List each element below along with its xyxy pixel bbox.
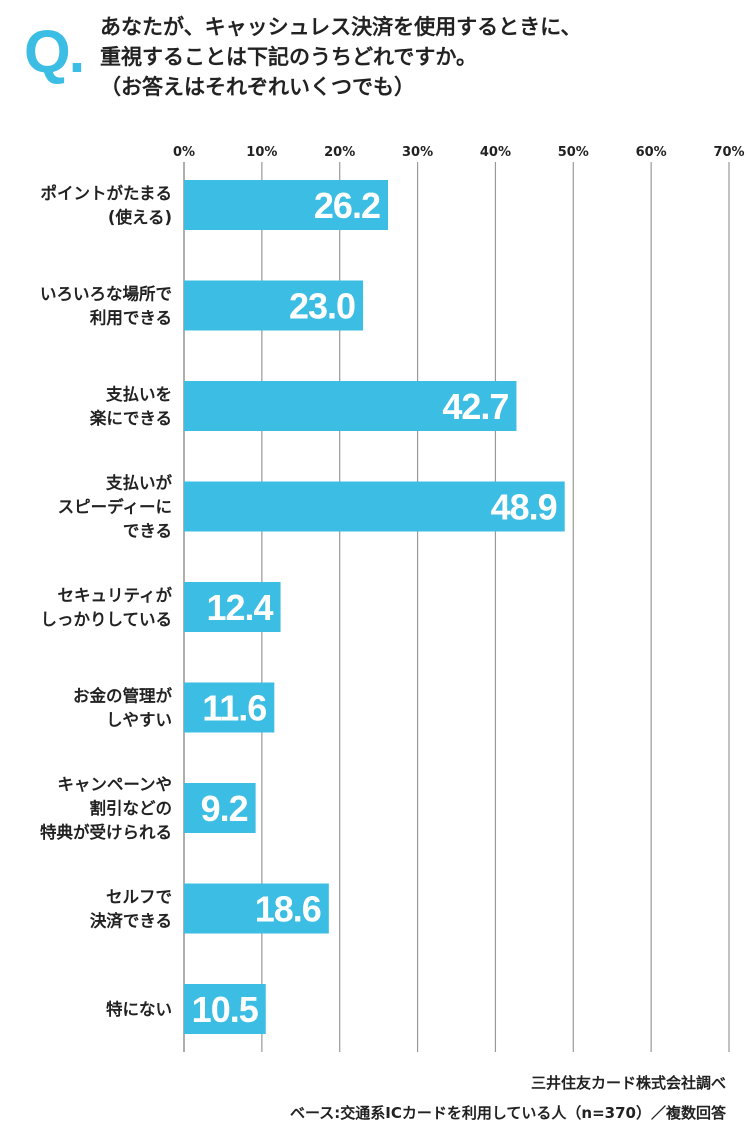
value-label-3: 48.9 xyxy=(491,487,557,528)
category-label-4-0: セキュリティが xyxy=(57,585,172,605)
value-label-5: 11.6 xyxy=(202,688,266,729)
category-label-3-2: できる xyxy=(123,522,172,541)
tick-label-50: 50% xyxy=(558,145,589,160)
category-label-6-1: 割引などの xyxy=(90,798,173,818)
base-note: ベース:交通系ICカードを利用している人（n=370）／複数回答 xyxy=(290,1104,726,1122)
bar-2 xyxy=(184,381,517,431)
category-label-0-1: (使える) xyxy=(108,207,172,227)
tick-label-70: 70% xyxy=(713,145,744,160)
category-label-7-0: セルフで xyxy=(106,888,172,907)
category-label-8-0: 特にない xyxy=(106,999,172,1019)
category-label-2-1: 楽にできる xyxy=(90,408,172,428)
category-label-3-1: スピーディーに xyxy=(58,497,172,517)
category-label-3-0: 支払いが xyxy=(106,473,173,493)
source-note: 三井住友カード株式会社調べ xyxy=(530,1074,726,1092)
bar-chart: 0% 10% 20% 30% 40% 50% 60% 70% 26.2 ポイントがたまる (使える)… xyxy=(40,145,745,1052)
bar-5 xyxy=(184,682,275,733)
value-label-4: 12.4 xyxy=(206,587,273,628)
question-mark: Q. xyxy=(24,18,85,85)
question-line-1: あなたが、キャッシュレス決済を使用するときに、 xyxy=(100,15,582,39)
value-label-8: 10.5 xyxy=(192,989,259,1030)
bar-0 xyxy=(184,180,388,230)
tick-label-0: 0% xyxy=(173,145,195,160)
value-label-2: 42.7 xyxy=(442,386,508,427)
category-label-7-1: 決済できる xyxy=(90,911,172,931)
category-label-6-0: キャンペーンや xyxy=(57,775,172,794)
bar-6 xyxy=(184,783,256,833)
value-label-0: 26.2 xyxy=(314,185,380,226)
tick-label-60: 60% xyxy=(636,145,667,160)
question-line-2: 重視することは下記のうちどれですか。 xyxy=(100,45,477,69)
category-label-2-0: 支払いを xyxy=(106,384,172,404)
question-text: あなたが、キャッシュレス決済を使用するときに、 重視することは下記のうちどれです… xyxy=(100,12,740,102)
category-label-0-0: ポイントがたまる xyxy=(40,183,172,203)
bar-7 xyxy=(184,883,329,934)
bar-1 xyxy=(184,280,364,331)
category-label-4-1: しっかりしている xyxy=(40,610,172,629)
question-line-3: （お答えはそれぞれいくつでも） xyxy=(100,75,415,99)
bar-4 xyxy=(184,582,281,632)
tick-label-10: 10% xyxy=(246,145,277,160)
category-label-5-1: しやすい xyxy=(106,711,172,730)
bar-8 xyxy=(184,984,266,1034)
category-label-1-0: いろいろな場所で xyxy=(40,285,172,304)
category-label-1-1: 利用できる xyxy=(90,308,172,328)
category-label-5-0: お金の管理が xyxy=(73,686,173,706)
category-label-6-2: 特典が受けられる xyxy=(40,822,172,842)
bar-3 xyxy=(184,481,565,532)
value-label-7: 18.6 xyxy=(255,889,321,930)
value-label-1: 23.0 xyxy=(289,286,355,327)
tick-label-40: 40% xyxy=(480,145,511,160)
tick-label-20: 20% xyxy=(324,145,355,160)
value-label-6: 9.2 xyxy=(201,788,248,829)
tick-label-30: 30% xyxy=(402,145,433,160)
